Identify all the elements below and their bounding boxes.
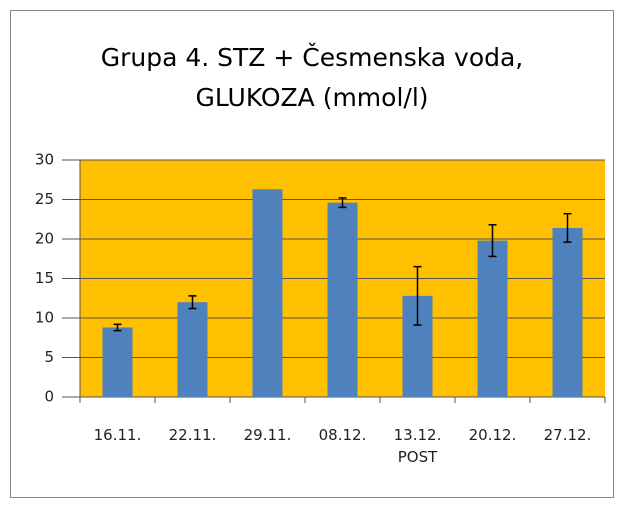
x-tick-label: 22.11. bbox=[168, 426, 217, 444]
bar bbox=[552, 227, 583, 397]
x-tick-label: 08.12. bbox=[318, 426, 367, 444]
bar bbox=[477, 240, 508, 397]
chart-title: Grupa 4. STZ + Česmenska voda, GLUKOZA (… bbox=[0, 38, 624, 118]
y-tick-label: 10 bbox=[35, 309, 54, 327]
y-tick-label: 5 bbox=[44, 348, 54, 366]
bar bbox=[102, 327, 133, 397]
x-tick-label: 27.12. bbox=[543, 426, 592, 444]
title-line: Grupa 4. STZ + Česmenska voda, bbox=[100, 43, 524, 72]
y-tick-label: 30 bbox=[35, 151, 54, 169]
bar bbox=[177, 302, 208, 397]
y-tick-label: 20 bbox=[35, 230, 54, 248]
bar bbox=[252, 189, 283, 397]
y-tick-label: 0 bbox=[44, 388, 54, 406]
y-tick-label: 15 bbox=[35, 269, 54, 287]
x-tick-label: 20.12. bbox=[468, 426, 517, 444]
chart-frame bbox=[10, 10, 614, 498]
x-tick-label: 29.11. bbox=[243, 426, 292, 444]
title-line: GLUKOZA (mmol/l) bbox=[195, 83, 429, 112]
x-tick-label: 16.11. bbox=[93, 426, 142, 444]
bar bbox=[327, 202, 358, 397]
y-tick-label: 25 bbox=[35, 190, 54, 208]
x-tick-label: 13.12. POST bbox=[393, 426, 442, 466]
